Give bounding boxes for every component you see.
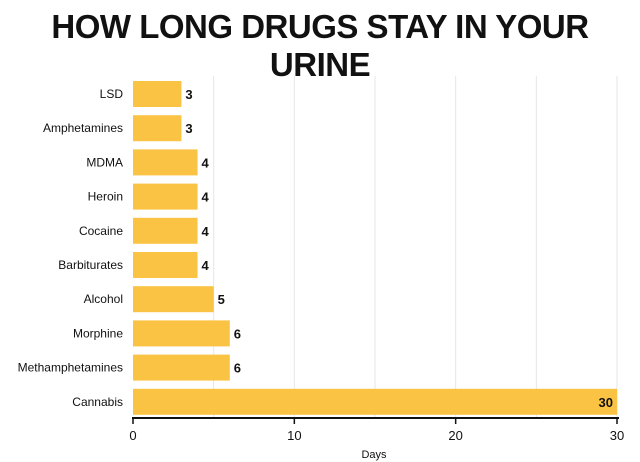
value-label-mdma: 4: [202, 155, 210, 170]
bar-barbiturates: [133, 252, 198, 278]
category-label-methamphetamines: Methamphetamines: [18, 361, 123, 375]
category-label-lsd: LSD: [100, 87, 124, 101]
category-label-mdma: MDMA: [86, 155, 123, 169]
x-axis: 0 10 20 30: [129, 417, 624, 443]
bars: LSD 3 Amphetamines 3 MDMA 4 Heroin 4 Cocaine 4 Bar…: [18, 81, 617, 415]
bar-methamphetamines: [133, 354, 230, 381]
value-label-lsd: 3: [185, 87, 192, 102]
value-label-cocaine: 4: [202, 224, 210, 239]
x-tick-label-0: 0: [129, 428, 136, 443]
value-label-barbiturates: 4: [202, 258, 210, 273]
value-label-cannabis: 30: [599, 395, 613, 410]
chart-title: HOW LONG DRUGS STAY IN YOUR URINE: [51, 8, 589, 83]
x-tick-label-10: 10: [287, 428, 301, 443]
grid-lines: [213, 76, 618, 418]
category-label-heroin: Heroin: [88, 190, 123, 204]
category-label-cannabis: Cannabis: [72, 395, 123, 409]
value-label-morphine: 6: [234, 326, 241, 341]
x-axis-title: Days: [361, 449, 387, 461]
x-tick-label-30: 30: [610, 428, 624, 443]
category-label-alcohol: Alcohol: [84, 292, 123, 306]
category-label-barbiturates: Barbiturates: [58, 258, 123, 272]
value-label-heroin: 4: [202, 190, 210, 205]
x-tick-label-20: 20: [448, 428, 462, 443]
value-label-alcohol: 5: [218, 292, 225, 307]
bar-morphine: [133, 320, 230, 347]
bar-cocaine: [133, 217, 198, 244]
value-label-methamphetamines: 6: [234, 361, 241, 376]
bar-heroin: [133, 183, 198, 210]
bar-amphetamines: [133, 115, 182, 142]
category-label-morphine: Morphine: [73, 326, 123, 340]
category-label-amphetamines: Amphetamines: [43, 121, 123, 135]
category-label-cocaine: Cocaine: [79, 224, 123, 238]
value-label-amphetamines: 3: [185, 121, 192, 136]
bar-lsd: [133, 81, 182, 107]
bar-alcohol: [133, 286, 214, 313]
bar-mdma: [133, 149, 198, 176]
bar-cannabis: [133, 388, 617, 415]
